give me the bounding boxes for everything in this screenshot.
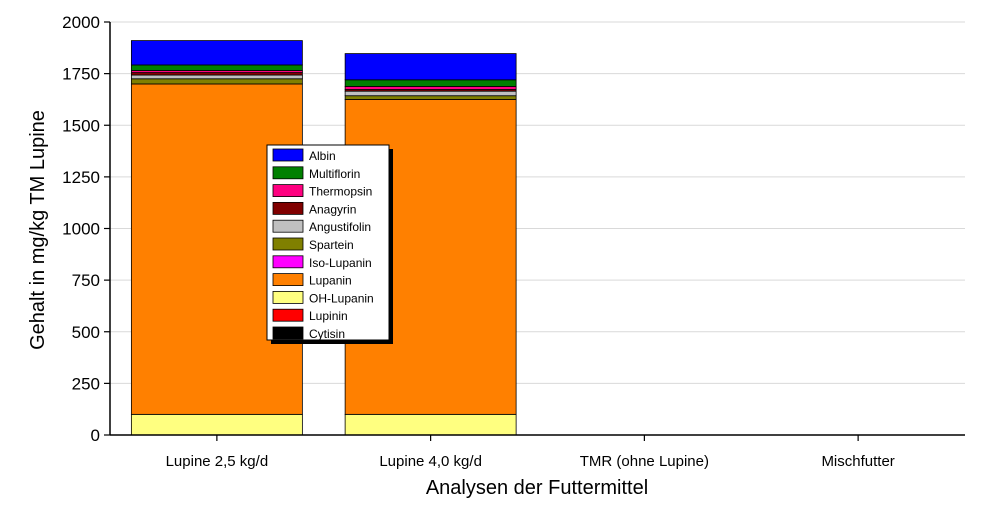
legend-label: Albin	[309, 149, 336, 163]
legend-label: Angustifolin	[309, 220, 371, 234]
y-tick-label: 1250	[62, 168, 100, 187]
bar-segment-oh-lupanin	[130, 413, 303, 436]
y-tick-label: 250	[72, 374, 100, 393]
axes: 0 250 500 750 1000 1250 1500 1750 2000 Lupine 2,5…	[62, 13, 965, 470]
legend-label: Multiflorin	[309, 167, 360, 181]
x-tick-label: Lupine 2,5 kg/d	[166, 453, 269, 470]
legend-label: Anagyrin	[309, 202, 356, 216]
legend-label: Iso-Lupanin	[309, 256, 372, 270]
bar-segment-multiflorin	[130, 64, 303, 71]
x-tick-label: Mischfutter	[821, 453, 894, 470]
y-tick-label: 1000	[62, 220, 100, 239]
y-tick-label: 750	[72, 271, 100, 290]
bar-segment-multiflorin	[344, 79, 517, 87]
bar-segment-oh-lupanin	[344, 413, 517, 436]
legend-label: Spartein	[309, 238, 354, 252]
bar-segment-angustifolin	[130, 74, 303, 80]
legend-swatch-lupanin	[272, 273, 304, 287]
x-tick-label: Lupine 4,0 kg/d	[379, 453, 482, 470]
legend-swatch-iso-lupanin	[272, 255, 304, 269]
x-axis-title: Analysen der Futtermittel	[426, 477, 648, 499]
legend-swatch-spartein	[272, 237, 304, 251]
legend-label: OH-Lupanin	[309, 291, 374, 305]
bar-segment-thermopsin	[344, 86, 517, 90]
legend-swatch-oh-lupanin	[272, 290, 304, 304]
y-tick-label: 1500	[62, 116, 100, 135]
bar-segment-spartein	[344, 95, 517, 100]
legend-swatch-cytisin	[272, 326, 304, 340]
legend-swatch-angustifolin	[272, 219, 304, 233]
x-tick-label: TMR (ohne Lupine)	[580, 453, 709, 470]
bar-segment-albin	[344, 53, 517, 81]
legend-label: Lupinin	[309, 309, 348, 323]
legend-swatch-anagyrin	[272, 201, 304, 215]
bar-segment-spartein	[130, 78, 303, 85]
y-axis-title: Gehalt in mg/kg TM Lupine	[27, 110, 49, 350]
legend-swatch-albin	[272, 148, 304, 162]
y-tick-label: 500	[72, 323, 100, 342]
legend-swatch-multiflorin	[272, 166, 304, 180]
legend-label: Thermopsin	[309, 185, 372, 199]
bar-segment-angustifolin	[344, 90, 517, 97]
legend-label: Cytisin	[309, 327, 345, 341]
y-tick-label: 0	[91, 426, 100, 445]
legend: Albin Multiflorin Thermopsin Anagyrin Angust…	[266, 144, 393, 344]
bar-segment-albin	[130, 40, 303, 66]
y-tick-label: 2000	[62, 13, 100, 32]
legend-swatch-lupinin	[272, 308, 304, 322]
legend-swatch-thermopsin	[272, 184, 304, 198]
y-tick-label: 1750	[62, 65, 100, 84]
legend-label: Lupanin	[309, 274, 352, 288]
